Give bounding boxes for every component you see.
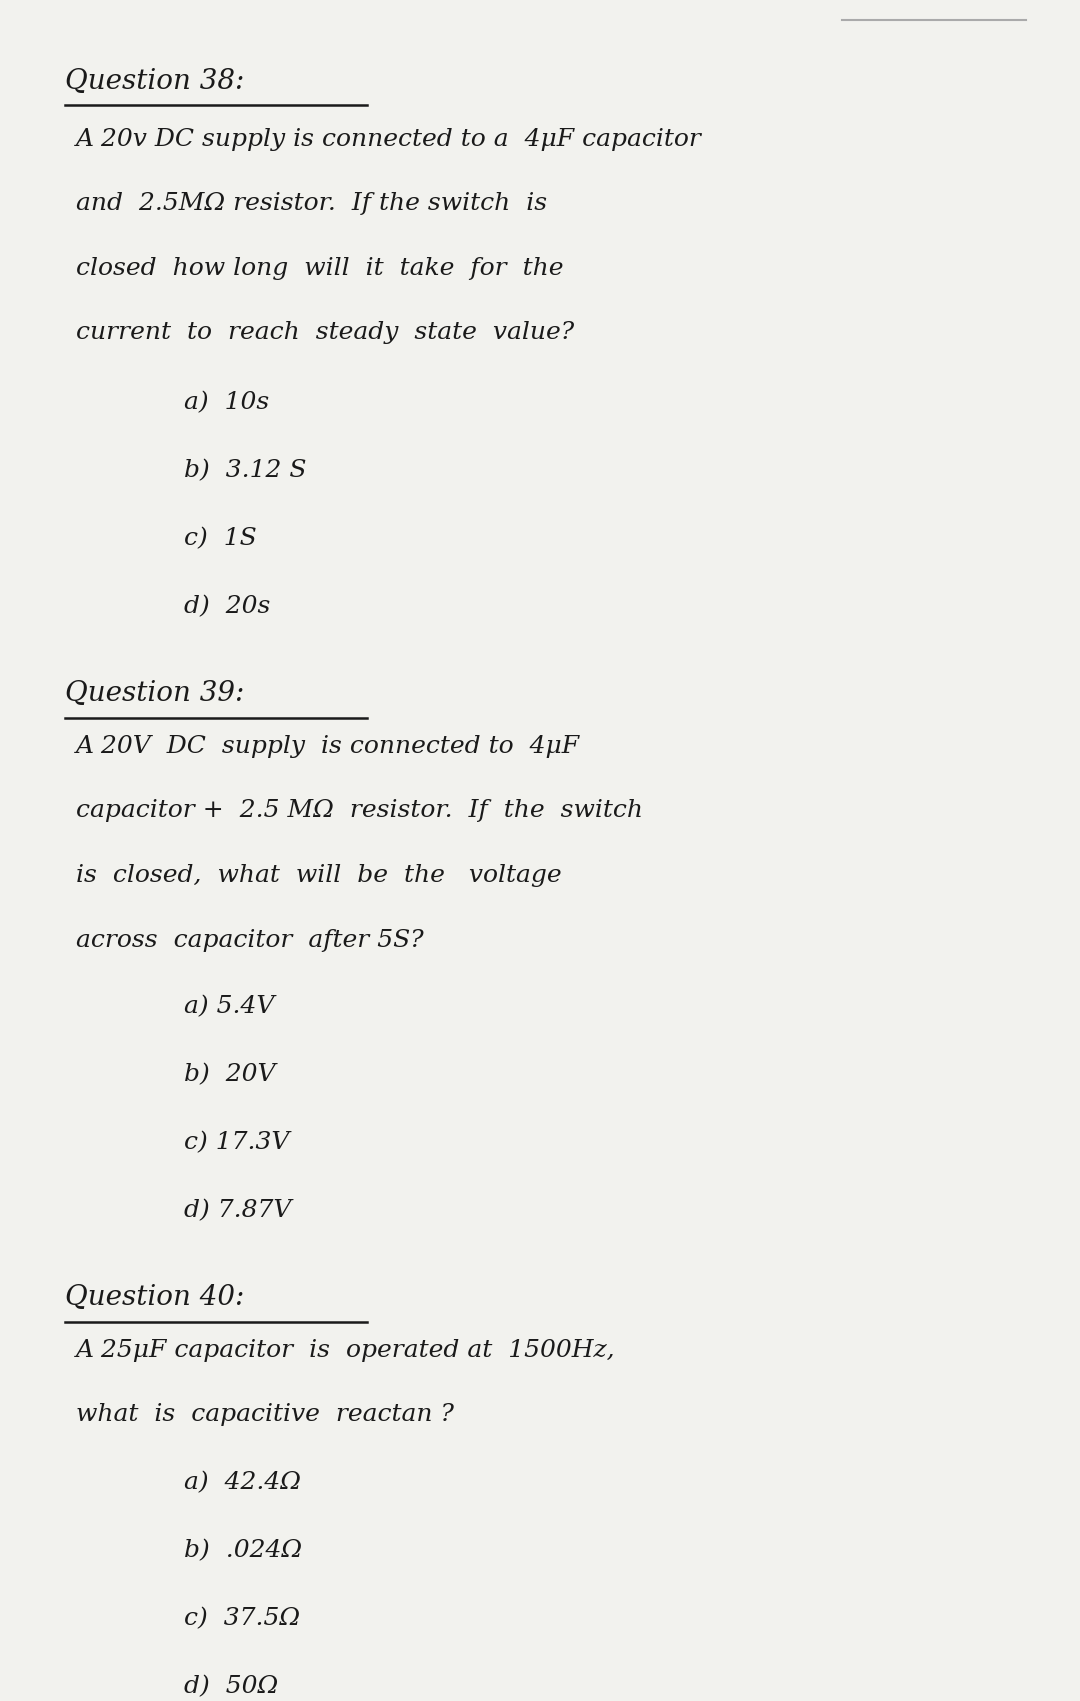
Text: closed  how long  will  it  take  for  the: closed how long will it take for the [76, 257, 563, 281]
Text: d)  20s: d) 20s [184, 595, 270, 619]
Text: what  is  capacitive  reactan ?: what is capacitive reactan ? [76, 1403, 454, 1427]
Text: Question 38:: Question 38: [65, 68, 244, 95]
Text: c) 17.3V: c) 17.3V [184, 1131, 289, 1155]
Text: and  2.5MΩ resistor.  If the switch  is: and 2.5MΩ resistor. If the switch is [76, 192, 546, 216]
Text: b)  3.12 S: b) 3.12 S [184, 459, 306, 483]
Text: a)  42.4Ω: a) 42.4Ω [184, 1471, 300, 1495]
Text: a) 5.4V: a) 5.4V [184, 995, 274, 1019]
Text: d)  50Ω: d) 50Ω [184, 1675, 278, 1699]
Text: b)  20V: b) 20V [184, 1063, 275, 1087]
Text: A 25μF capacitor  is  operated at  1500Hz,: A 25μF capacitor is operated at 1500Hz, [76, 1339, 616, 1363]
Text: d) 7.87V: d) 7.87V [184, 1199, 291, 1223]
Text: a)  10s: a) 10s [184, 391, 269, 415]
Text: A 20V  DC  supply  is connected to  4μF: A 20V DC supply is connected to 4μF [76, 735, 580, 759]
Text: across  capacitor  after 5S?: across capacitor after 5S? [76, 929, 423, 953]
Text: A 20v DC supply is connected to a  4μF capacitor: A 20v DC supply is connected to a 4μF ca… [76, 128, 702, 151]
Text: is  closed,  what  will  be  the   voltage: is closed, what will be the voltage [76, 864, 562, 888]
Text: c)  37.5Ω: c) 37.5Ω [184, 1607, 300, 1631]
Text: Question 39:: Question 39: [65, 680, 244, 708]
Text: current  to  reach  steady  state  value?: current to reach steady state value? [76, 321, 573, 345]
Text: capacitor +  2.5 MΩ  resistor.  If  the  switch: capacitor + 2.5 MΩ resistor. If the swit… [76, 799, 643, 823]
Text: c)  1S: c) 1S [184, 527, 256, 551]
Text: Question 40:: Question 40: [65, 1284, 244, 1311]
Text: b)  .024Ω: b) .024Ω [184, 1539, 301, 1563]
